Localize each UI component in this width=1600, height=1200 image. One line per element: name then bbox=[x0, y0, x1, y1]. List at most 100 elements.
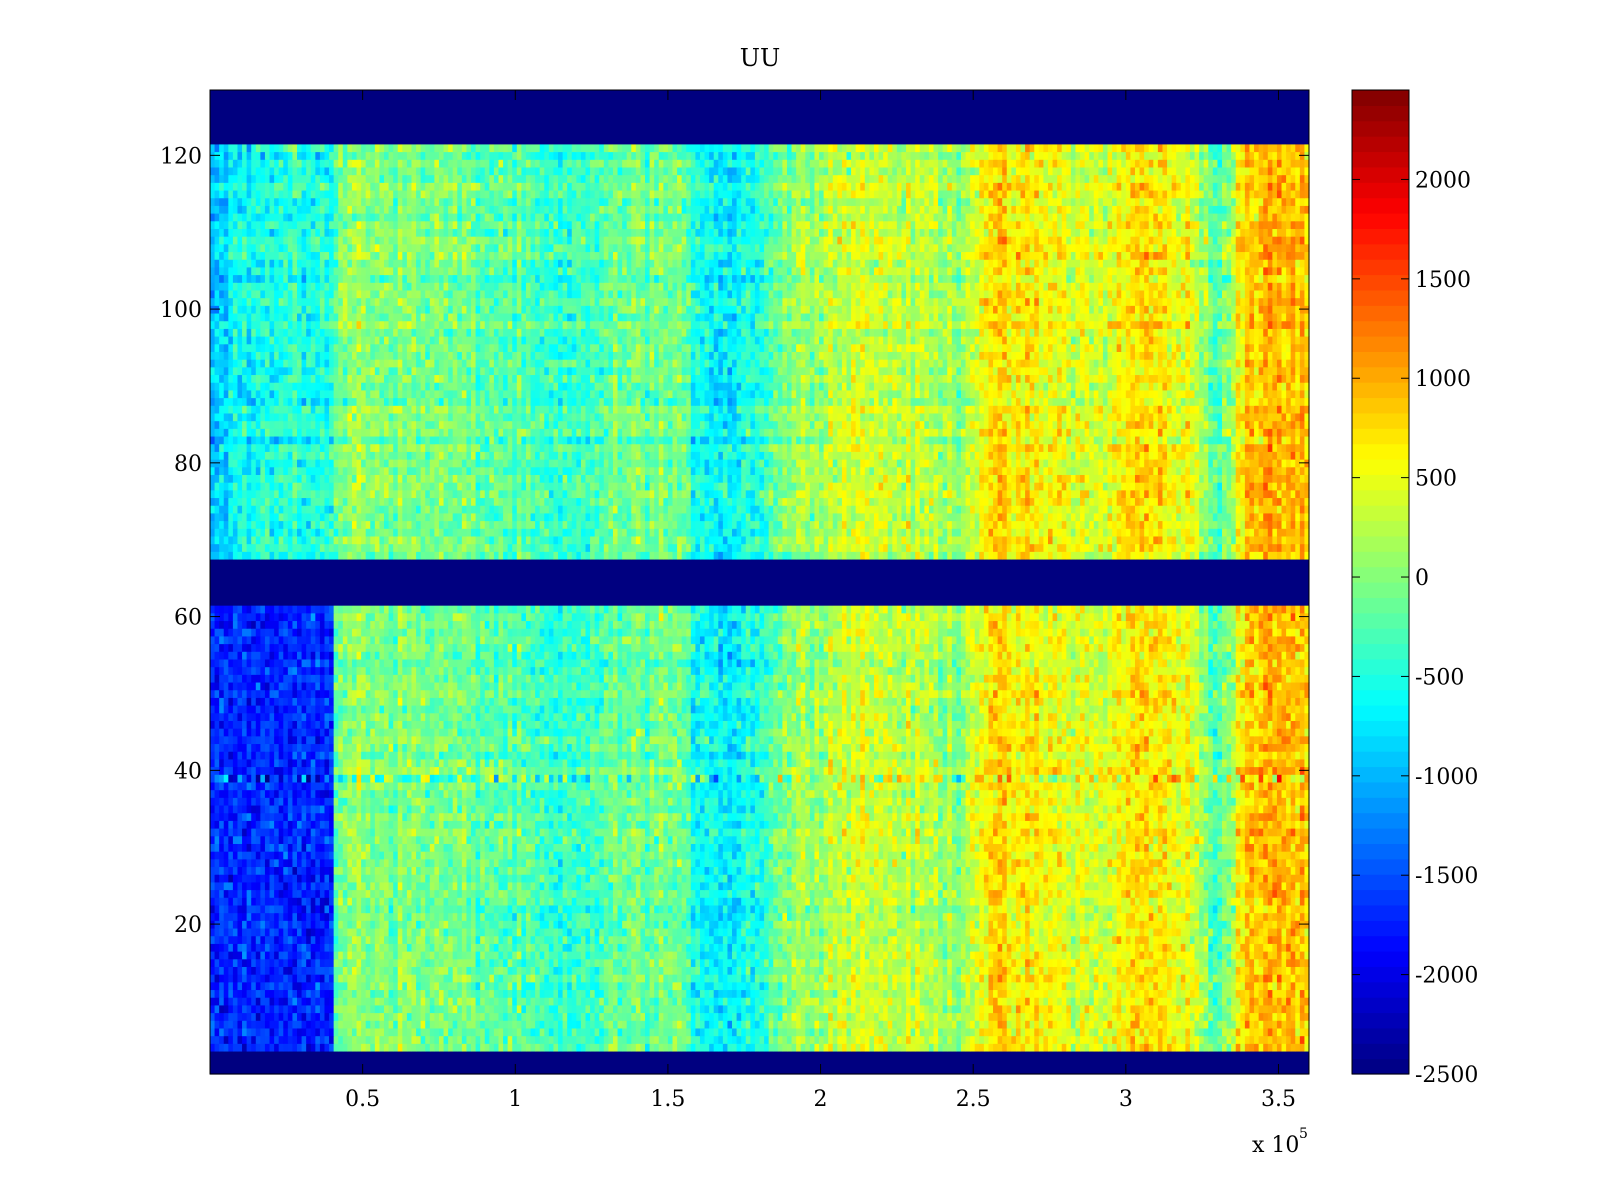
heatmap-cell bbox=[251, 928, 256, 936]
heatmap-cell bbox=[471, 936, 476, 944]
heatmap-row bbox=[210, 905, 1310, 913]
heatmap-cell bbox=[219, 951, 224, 959]
heatmap-cell bbox=[1300, 943, 1305, 951]
heatmap-cell bbox=[1176, 1013, 1181, 1021]
heatmap-cell bbox=[480, 1043, 485, 1051]
heatmap-cell bbox=[988, 928, 993, 936]
heatmap-cell bbox=[824, 1013, 829, 1021]
heatmap-cell bbox=[750, 1036, 755, 1044]
heatmap-cell bbox=[847, 982, 852, 990]
heatmap-cell bbox=[297, 1043, 302, 1051]
heatmap-cell bbox=[549, 905, 554, 913]
heatmap-cell bbox=[439, 943, 444, 951]
heatmap-cell bbox=[856, 1036, 861, 1044]
heatmap-cell bbox=[723, 943, 728, 951]
heatmap-cell bbox=[1263, 951, 1268, 959]
heatmap-cell bbox=[1103, 897, 1108, 905]
heatmap-cell bbox=[334, 943, 339, 951]
heatmap-cell bbox=[874, 982, 879, 990]
heatmap-cell bbox=[384, 1020, 389, 1028]
heatmap-cell bbox=[929, 982, 934, 990]
heatmap-cell bbox=[732, 1043, 737, 1051]
heatmap-cell bbox=[824, 1020, 829, 1028]
heatmap-cell bbox=[906, 1043, 911, 1051]
heatmap-cell bbox=[1034, 989, 1039, 997]
heatmap-cell bbox=[892, 943, 897, 951]
heatmap-cell bbox=[251, 997, 256, 1005]
heatmap-cell bbox=[535, 951, 540, 959]
heatmap-cell bbox=[934, 1043, 939, 1051]
heatmap-cell bbox=[727, 959, 732, 967]
heatmap-cell bbox=[856, 1013, 861, 1021]
heatmap-cell bbox=[856, 913, 861, 921]
heatmap-cell bbox=[673, 913, 678, 921]
heatmap-cell bbox=[1149, 920, 1154, 928]
heatmap-cell bbox=[737, 928, 742, 936]
heatmap-cell bbox=[375, 989, 380, 997]
heatmap-cell bbox=[934, 920, 939, 928]
heatmap-cell bbox=[228, 966, 233, 974]
heatmap-cell bbox=[879, 966, 884, 974]
heatmap-cell bbox=[874, 974, 879, 982]
heatmap-cell bbox=[503, 920, 508, 928]
heatmap-cell bbox=[842, 1043, 847, 1051]
heatmap-cell bbox=[251, 943, 256, 951]
heatmap-cell bbox=[485, 951, 490, 959]
heatmap-cell bbox=[668, 936, 673, 944]
heatmap-cell bbox=[457, 905, 462, 913]
heatmap-cell bbox=[540, 959, 545, 967]
heatmap-cell bbox=[402, 974, 407, 982]
heatmap-cell bbox=[727, 897, 732, 905]
heatmap-cell bbox=[540, 966, 545, 974]
heatmap-cell bbox=[787, 1013, 792, 1021]
heatmap-cell bbox=[1162, 1020, 1167, 1028]
heatmap-cell bbox=[970, 1036, 975, 1044]
heatmap-cell bbox=[237, 897, 242, 905]
heatmap-cell bbox=[673, 974, 678, 982]
heatmap-cell bbox=[1085, 982, 1090, 990]
heatmap-cell bbox=[265, 920, 270, 928]
heatmap-cell bbox=[934, 890, 939, 898]
heatmap-cell bbox=[512, 982, 517, 990]
heatmap-cell bbox=[517, 1005, 522, 1013]
heatmap-cell bbox=[402, 936, 407, 944]
heatmap-cell bbox=[1291, 1005, 1296, 1013]
heatmap-cell bbox=[384, 913, 389, 921]
heatmap-cell bbox=[416, 1043, 421, 1051]
heatmap-cell bbox=[1016, 989, 1021, 997]
heatmap-cell bbox=[251, 1005, 256, 1013]
heatmap-cell bbox=[888, 982, 893, 990]
heatmap-cell bbox=[563, 966, 568, 974]
heatmap-cell bbox=[347, 959, 352, 967]
heatmap-cell bbox=[485, 1005, 490, 1013]
heatmap-cell bbox=[988, 890, 993, 898]
heatmap-cell bbox=[1149, 928, 1154, 936]
heatmap-cell bbox=[828, 943, 833, 951]
heatmap-cell bbox=[810, 982, 815, 990]
heatmap-cell bbox=[792, 890, 797, 898]
heatmap-cell bbox=[366, 928, 371, 936]
heatmap-cell bbox=[489, 897, 494, 905]
heatmap-cell bbox=[292, 1028, 297, 1036]
heatmap-cell bbox=[819, 943, 824, 951]
heatmap-cell bbox=[1117, 966, 1122, 974]
heatmap-cell bbox=[462, 920, 467, 928]
heatmap-cell bbox=[585, 951, 590, 959]
heatmap-cell bbox=[741, 1036, 746, 1044]
heatmap-cell bbox=[274, 951, 279, 959]
heatmap-cell bbox=[856, 936, 861, 944]
heatmap-cell bbox=[503, 936, 508, 944]
heatmap-cell bbox=[1190, 936, 1195, 944]
heatmap-cell bbox=[1208, 905, 1213, 913]
heatmap-cell bbox=[421, 989, 426, 997]
heatmap-cell bbox=[1071, 943, 1076, 951]
heatmap-cell bbox=[416, 982, 421, 990]
heatmap-cell bbox=[1158, 951, 1163, 959]
heatmap-cell bbox=[1249, 997, 1254, 1005]
heatmap-cell bbox=[650, 913, 655, 921]
heatmap-cell bbox=[1172, 1005, 1177, 1013]
heatmap-cell bbox=[1071, 989, 1076, 997]
heatmap-cell bbox=[640, 936, 645, 944]
heatmap-cell bbox=[1098, 936, 1103, 944]
heatmap-cell bbox=[471, 982, 476, 990]
